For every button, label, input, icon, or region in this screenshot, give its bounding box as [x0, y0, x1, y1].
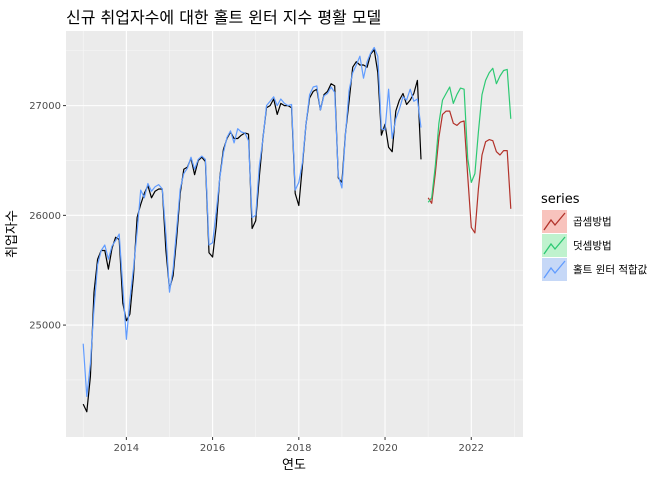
x-tick-label: 2016	[200, 443, 225, 454]
legend-key: 덧셈방법	[542, 234, 612, 257]
x-axis-title: 연도	[282, 458, 306, 473]
legend-swatch	[542, 258, 567, 281]
legend-title: series	[541, 192, 580, 207]
chart-title: 신규 취업자수에 대한 홀트 윈터 지수 평활 모델	[66, 8, 381, 27]
x-axis: 2014 2016 2018 2020 2022	[114, 437, 484, 454]
series-layer	[82, 46, 512, 413]
series-line-multiplicative	[427, 110, 512, 234]
y-axis-title: 취업자수	[5, 210, 20, 258]
y-tick-label: 25000	[29, 321, 61, 332]
legend-line	[543, 260, 566, 279]
x-tick-label: 2020	[372, 443, 397, 454]
plot-panel	[66, 31, 523, 437]
x-tick-label: 2022	[459, 443, 484, 454]
x-tick-label: 2014	[114, 443, 139, 454]
grid-major	[66, 31, 523, 437]
y-tick-label: 27000	[29, 101, 61, 112]
y-tick-label: 26000	[29, 211, 61, 222]
series-line-additive	[427, 67, 512, 203]
series-line-fitted	[82, 46, 422, 397]
legend-line	[543, 212, 566, 231]
legend-label: 덧셈방법	[573, 240, 612, 252]
legend-label: 곱셈방법	[573, 216, 612, 228]
legend-swatch	[542, 234, 567, 257]
legend-swatch	[542, 210, 567, 233]
legend-key: 곱셈방법	[542, 210, 612, 233]
x-tick-label: 2018	[286, 443, 311, 454]
y-axis: 25000 26000 27000	[29, 101, 66, 332]
legend-label: 홀트 윈터 적합값	[573, 263, 648, 276]
legend-key: 홀트 윈터 적합값	[542, 258, 648, 281]
legend-line	[543, 236, 566, 255]
